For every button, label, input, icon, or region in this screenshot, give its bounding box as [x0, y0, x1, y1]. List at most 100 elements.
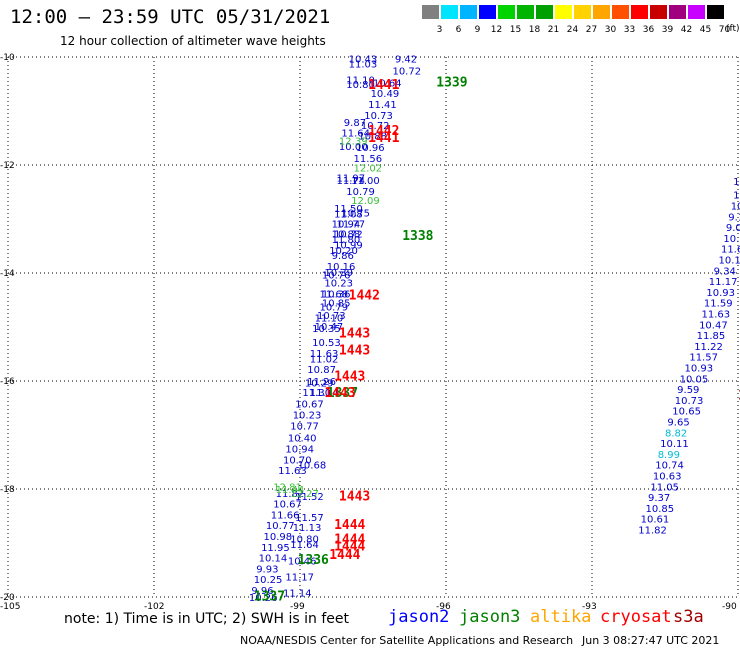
wave-height-value: 11.26: [307, 377, 336, 388]
wave-height-value: 10.61: [641, 515, 670, 526]
wave-height-value: 10.87: [307, 365, 336, 376]
legend-label-s3a: s3a: [673, 607, 704, 627]
lon-tick-label: -93: [582, 602, 597, 612]
color-scale-label: 27: [585, 25, 598, 35]
wave-height-value: 10.11: [660, 439, 689, 450]
lon-tick-label: -105: [0, 602, 20, 612]
legend-label-jason2: jason2: [388, 607, 450, 627]
wave-height-value: 11.63: [278, 466, 307, 477]
wave-height-value: 10.36: [322, 290, 351, 301]
lat-tick-label: -14: [0, 269, 15, 279]
wave-height-value: 11.02: [310, 354, 339, 365]
color-swatch: [479, 5, 496, 19]
wave-height-value: 11.05: [650, 482, 679, 493]
wave-height-value: 11.08: [334, 210, 363, 221]
wave-height-value: 9.0: [726, 223, 740, 234]
pass-number-label: 1441: [368, 78, 399, 93]
wave-height-value: 11.41: [368, 100, 397, 111]
pass-number-label: 1443: [339, 326, 370, 341]
lat-tick-label: -10: [0, 53, 15, 63]
wave-height-value: 11.22: [694, 342, 723, 353]
wave-height-value: 10.85: [322, 299, 351, 310]
color-scale-label: 70: [718, 25, 731, 35]
pass-number-label: 1441: [368, 131, 399, 146]
wave-height-value: 10.73: [317, 311, 346, 322]
color-swatch: [574, 5, 591, 19]
wave-height-value: 10.20: [329, 246, 358, 257]
pass-number-label: 1337: [327, 386, 358, 401]
credit-line: NOAA/NESDIS Center for Satellite Applica…: [240, 634, 574, 647]
wave-height-value: 11.14: [310, 388, 339, 399]
wave-height-value: 11.59: [704, 299, 733, 310]
color-scale-label: 45: [699, 25, 712, 35]
legend-s3a: s3a: [673, 607, 704, 627]
color-scale-label: 42: [680, 25, 693, 35]
wave-height-value: 11.56: [354, 154, 383, 165]
wave-height-value: 11.64: [290, 540, 319, 551]
wave-height-value: 9.87: [344, 118, 366, 129]
lon-tick-label: -90: [722, 602, 737, 612]
pass-number-label: 1444: [334, 540, 365, 555]
wave-height-value: 11.95: [261, 543, 290, 554]
wave-height-value: 10.94: [285, 445, 314, 456]
wave-height-value: 10.68: [298, 461, 327, 472]
wave-height-value: 10.46: [288, 556, 317, 567]
color-scale-label: 12: [490, 25, 503, 35]
wave-height-value: 9.34: [714, 266, 736, 277]
map-subtitle: 12 hour collection of altimeter wave hei…: [60, 34, 326, 48]
color-scale-label: 24: [566, 25, 579, 35]
legend-jason3: jason3: [459, 607, 520, 627]
wave-height-value: 10.14: [259, 554, 288, 565]
wave-height-value: 10.16: [327, 262, 356, 273]
color-scale-label: 33: [623, 25, 636, 35]
pass-number-label: 1339: [436, 75, 467, 90]
wave-height-value: 11.50: [334, 204, 363, 215]
wave-height-value: 10.05: [680, 374, 709, 385]
wave-height-value: 12.39: [339, 137, 368, 148]
wave-height-value: 11.74: [337, 176, 366, 187]
color-swatch: [650, 5, 667, 19]
wave-height-value: 9.1: [728, 212, 740, 223]
wave-height-value: 11.80: [332, 235, 361, 246]
wave-height-value: 11.97: [337, 173, 366, 184]
color-scale-label: 15: [509, 25, 522, 35]
wave-height-value: 10.96: [356, 143, 385, 154]
lon-tick-label: -99: [290, 602, 305, 612]
pass-number-label: 1443: [339, 489, 370, 504]
wave-height-value: 10.67: [295, 400, 324, 411]
wave-height-value: 10.00: [339, 142, 368, 153]
color-scale-label: 3: [436, 25, 443, 35]
wave-height-value: 12.02: [354, 164, 383, 175]
color-scale-label: 39: [661, 25, 674, 35]
wave-height-value: 10.65: [672, 407, 701, 418]
legend-altika: altika: [530, 607, 591, 627]
wave-height-value: 10.35: [312, 324, 341, 335]
wave-height-value: 11.30: [302, 388, 331, 399]
wave-height-value: 12.81: [273, 482, 302, 493]
wave-height-value: 9.65: [667, 418, 689, 429]
wave-height-value: 11.64: [341, 129, 370, 140]
map-title: 12:00 — 23:59 UTC 05/31/2021: [10, 6, 331, 28]
wave-height-value: 10.94: [332, 219, 361, 230]
wave-height-value: 10.49: [371, 89, 400, 100]
pass-number-label: 1442: [368, 124, 399, 139]
wave-height-value: 11.66: [271, 510, 300, 521]
wave-height-value: 12.09: [351, 196, 380, 207]
color-swatch: [612, 5, 629, 19]
color-swatch: [441, 5, 458, 19]
wave-height-value: 10.99: [334, 240, 363, 251]
footer-note: note: 1) Time is in UTC; 2) SWH is in fe…: [64, 611, 350, 627]
wave-height-value: 11.17: [709, 277, 738, 288]
wave-height-value: 9.86: [332, 251, 354, 262]
color-swatch: [631, 5, 648, 19]
lon-tick-label: -96: [436, 602, 451, 612]
wave-height-value: 10.39: [324, 268, 353, 279]
wave-height-value: 10.67: [273, 500, 302, 511]
wave-height-value: 10.73: [675, 396, 704, 407]
wave-height-value: 11.17: [285, 572, 314, 583]
wave-height-value: 11.63: [310, 349, 339, 360]
wave-height-value: 10.25: [254, 575, 283, 586]
wave-height-value: 10.73: [364, 111, 393, 122]
color-swatch: [669, 5, 686, 19]
wave-height-value: 11.10: [315, 313, 344, 324]
